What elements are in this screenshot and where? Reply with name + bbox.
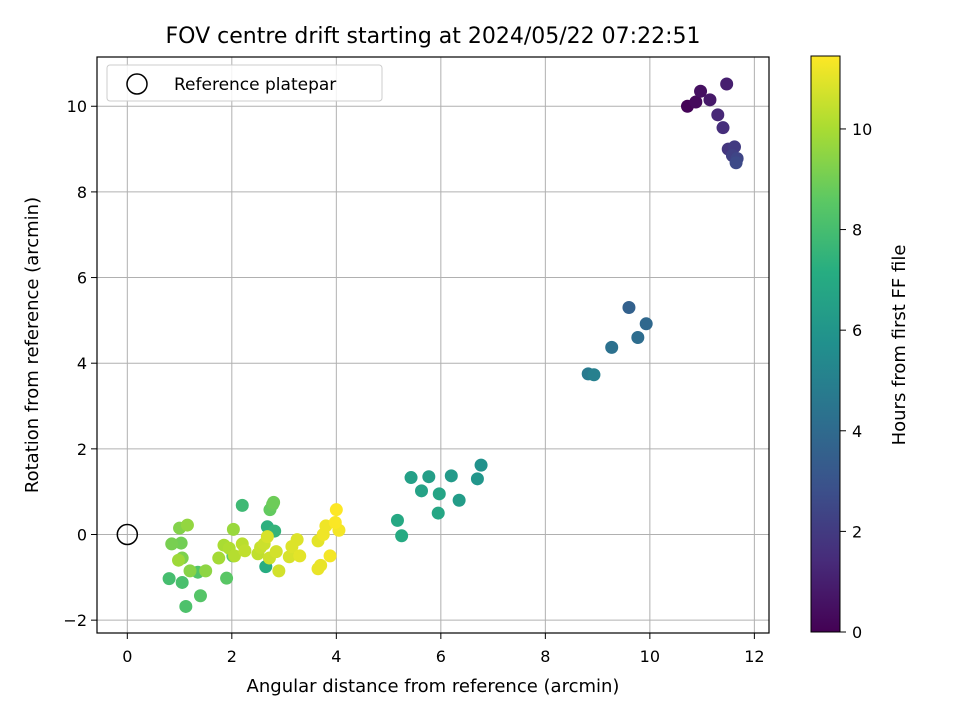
data-point bbox=[689, 95, 703, 109]
y-tick-label: −2 bbox=[63, 611, 87, 630]
data-point bbox=[444, 469, 458, 483]
data-point bbox=[165, 537, 179, 551]
data-point bbox=[227, 549, 241, 563]
legend-label: Reference platepar bbox=[174, 75, 336, 95]
y-tick-label: 6 bbox=[77, 269, 87, 288]
data-point bbox=[432, 487, 446, 501]
data-point bbox=[605, 340, 619, 354]
data-point bbox=[272, 564, 286, 578]
x-axis-ticks: 0 2 4 6 8 10 12 bbox=[122, 633, 765, 666]
colorbar-ticks: 0 2 4 6 8 10 bbox=[840, 120, 872, 642]
y-tick-label: 0 bbox=[77, 526, 87, 545]
colorbar-tick-label: 6 bbox=[852, 321, 862, 340]
data-point bbox=[328, 516, 342, 530]
data-point bbox=[323, 549, 337, 563]
colorbar-tick-label: 10 bbox=[852, 120, 872, 139]
grid bbox=[97, 57, 769, 633]
data-point bbox=[587, 368, 601, 382]
legend: Reference platepar bbox=[106, 64, 383, 102]
data-point bbox=[260, 530, 274, 544]
y-axis-ticks: −2 0 2 4 6 8 10 bbox=[63, 97, 97, 630]
colorbar-gradient bbox=[810, 55, 841, 633]
data-point bbox=[622, 301, 636, 315]
data-point bbox=[199, 564, 213, 578]
data-point bbox=[226, 522, 240, 536]
data-point bbox=[329, 503, 343, 517]
data-point bbox=[452, 493, 466, 507]
data-point bbox=[470, 472, 484, 486]
data-point bbox=[162, 572, 176, 586]
legend-box bbox=[106, 64, 383, 102]
data-point bbox=[404, 471, 418, 485]
y-tick-label: 2 bbox=[77, 440, 87, 459]
data-point bbox=[174, 536, 188, 550]
plot-area: 0 2 4 6 8 10 12 −2 0 2 4 6 8 10 Reference platepar bbox=[63, 56, 770, 666]
colorbar-tick-label: 8 bbox=[852, 221, 862, 240]
data-point bbox=[422, 470, 436, 484]
data-point bbox=[729, 156, 743, 170]
data-point bbox=[639, 317, 653, 331]
data-point bbox=[193, 589, 207, 603]
data-point bbox=[179, 599, 193, 613]
colorbar: 0 2 4 6 8 10 Hours from first FF file bbox=[810, 55, 910, 642]
data-point bbox=[172, 553, 186, 567]
y-tick-label: 10 bbox=[67, 97, 87, 116]
data-point bbox=[269, 545, 283, 559]
data-point bbox=[282, 550, 296, 564]
data-point bbox=[220, 571, 234, 585]
data-point bbox=[212, 551, 226, 565]
x-tick-label: 0 bbox=[122, 647, 132, 666]
plot-frame bbox=[97, 57, 769, 633]
data-point bbox=[703, 93, 717, 107]
y-tick-label: 4 bbox=[77, 354, 87, 373]
data-point bbox=[395, 529, 409, 543]
data-point bbox=[235, 498, 249, 512]
colorbar-tick-label: 4 bbox=[852, 422, 862, 441]
x-tick-label: 6 bbox=[436, 647, 446, 666]
x-tick-label: 10 bbox=[640, 647, 660, 666]
data-point bbox=[183, 564, 197, 578]
data-point bbox=[311, 562, 325, 576]
data-point bbox=[390, 513, 404, 527]
reference-point-marker bbox=[116, 523, 139, 546]
scatter-points bbox=[162, 77, 744, 613]
x-tick-label: 2 bbox=[227, 647, 237, 666]
data-point bbox=[238, 544, 252, 558]
data-point bbox=[431, 506, 445, 520]
x-tick-label: 8 bbox=[540, 647, 550, 666]
data-point bbox=[631, 331, 645, 345]
data-point bbox=[290, 533, 304, 547]
x-axis-label: Angular distance from reference (arcmin) bbox=[247, 676, 620, 697]
data-point bbox=[716, 121, 730, 135]
colorbar-label: Hours from first FF file bbox=[889, 245, 910, 446]
y-axis-label: Rotation from reference (arcmin) bbox=[22, 197, 43, 493]
data-point bbox=[293, 549, 307, 563]
data-point bbox=[474, 458, 488, 472]
data-point bbox=[175, 575, 189, 589]
data-point bbox=[415, 484, 429, 498]
data-point bbox=[694, 84, 708, 98]
plot-border bbox=[96, 56, 770, 634]
x-tick-label: 12 bbox=[744, 647, 764, 666]
chart-title: FOV centre drift starting at 2024/05/22 … bbox=[166, 24, 701, 49]
x-tick-label: 4 bbox=[331, 647, 341, 666]
legend-marker-icon bbox=[126, 73, 148, 95]
data-point bbox=[720, 77, 734, 91]
data-point bbox=[267, 495, 281, 509]
colorbar-tick-label: 2 bbox=[852, 522, 862, 541]
data-point bbox=[711, 108, 725, 122]
colorbar-tick-label: 0 bbox=[852, 623, 862, 642]
y-tick-label: 8 bbox=[77, 183, 87, 202]
data-point bbox=[180, 518, 194, 532]
